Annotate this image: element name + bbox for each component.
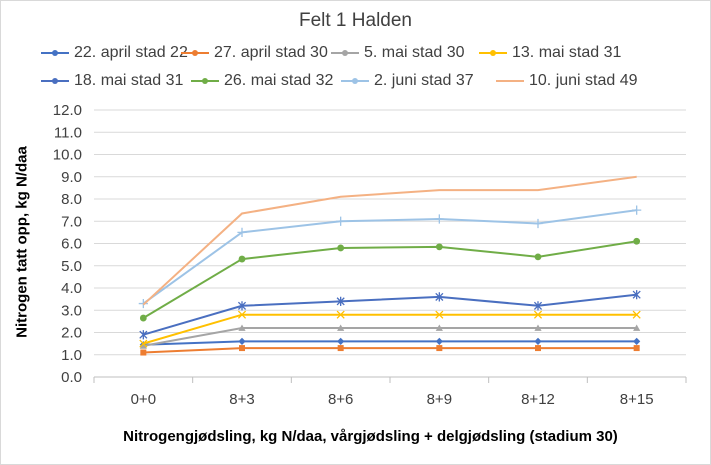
y-tick-label: 9.0 — [61, 169, 82, 186]
legend-item: 27. april stad 30 — [180, 44, 328, 62]
marker-square — [239, 345, 245, 352]
legend-item: 10. juni stad 49 — [495, 72, 638, 90]
marker-triangle — [337, 324, 345, 331]
marker-diamond — [633, 337, 641, 345]
x-tick-label: 8+6 — [328, 391, 353, 408]
legend-item: 22. april stad 22 — [40, 44, 188, 62]
marker-diamond — [435, 337, 443, 345]
x-tick-label: 8+9 — [427, 391, 452, 408]
marker-star — [237, 301, 247, 311]
marker-square — [140, 349, 147, 356]
marker-triangle — [139, 342, 147, 349]
series-line — [143, 347, 637, 354]
y-tick-label: 12.0 — [53, 102, 82, 119]
marker-square — [337, 345, 344, 352]
marker-circle — [633, 237, 641, 245]
legend-swatch — [341, 78, 369, 84]
marker-star — [533, 301, 543, 311]
marker-circle — [534, 253, 542, 261]
legend-swatch — [41, 78, 69, 84]
series-line — [142, 240, 637, 319]
legend-label: 18. mai stad 31 — [74, 72, 184, 89]
marker-x — [533, 310, 543, 319]
marker-diamond — [337, 337, 345, 345]
x-tick-label: 8+12 — [521, 391, 555, 408]
series-line — [143, 293, 637, 336]
marker-square — [535, 345, 541, 352]
y-tick-label: 7.0 — [61, 213, 82, 230]
marker-x — [139, 339, 148, 348]
marker-star — [632, 290, 641, 300]
marker-x — [632, 310, 641, 319]
marker-circle — [435, 243, 443, 251]
legend-label: 26. mai stad 32 — [224, 72, 334, 89]
marker-plus — [632, 205, 642, 215]
marker-circle — [139, 314, 147, 322]
y-tick-label: 0.0 — [61, 369, 82, 386]
legend-swatch — [181, 50, 209, 56]
chart-title: Felt 1 Halden — [298, 10, 412, 31]
marker-triangle — [534, 324, 542, 331]
x-tick-label: 8+3 — [229, 391, 254, 408]
marker-circle — [337, 244, 345, 252]
legend-label: 2. juni stad 37 — [374, 72, 474, 89]
series-line — [142, 175, 637, 306]
marker-x — [336, 310, 345, 319]
y-tick-label: 3.0 — [61, 302, 82, 319]
legend-swatch — [496, 80, 524, 82]
marker-circle — [238, 255, 246, 263]
marker-x — [435, 310, 444, 319]
legend-label: 5. mai stad 30 — [364, 44, 465, 61]
legend-item: 26. mai stad 32 — [190, 72, 333, 90]
y-tick-label: 8.0 — [61, 191, 82, 208]
marker-star — [435, 292, 444, 302]
marker-plus — [237, 227, 247, 237]
marker-plus — [336, 216, 346, 226]
y-tick-label: 2.0 — [61, 325, 82, 342]
series-line — [143, 340, 637, 346]
legend-item: 13. mai stad 31 — [478, 44, 621, 62]
y-tick-label: 10.0 — [53, 147, 82, 164]
legend-item: 2. juni stad 37 — [340, 72, 474, 90]
x-tick-label: 8+15 — [620, 391, 654, 408]
marker-plus — [434, 214, 444, 224]
x-axis-label: Nitrogengjødsling, kg N/daa, vårgjødslin… — [123, 428, 618, 445]
series-line — [143, 327, 637, 347]
marker-square — [633, 345, 640, 352]
legend-swatch — [191, 78, 219, 84]
legend-label: 22. april stad 22 — [74, 44, 188, 61]
marker-diamond — [238, 337, 246, 345]
marker-diamond — [534, 337, 542, 345]
y-tick-label: 5.0 — [61, 258, 82, 275]
marker-triangle — [435, 324, 443, 331]
x-tick-label: 0+0 — [131, 391, 156, 408]
marker-star — [139, 330, 148, 340]
legend-label: 27. april stad 30 — [214, 44, 328, 61]
legend-swatch — [331, 50, 359, 56]
marker-triangle — [238, 324, 246, 331]
y-tick-label: 6.0 — [61, 236, 82, 253]
marker-square — [436, 345, 443, 352]
legend-item: 18. mai stad 31 — [40, 72, 183, 90]
marker-star — [336, 296, 345, 306]
series-line — [142, 209, 637, 305]
legend-item: 5. mai stad 30 — [330, 44, 465, 62]
marker-x — [237, 310, 247, 319]
y-tick-label: 4.0 — [61, 280, 82, 297]
marker-plus — [533, 218, 543, 229]
legend-swatch — [479, 50, 507, 56]
legend-swatch — [41, 50, 69, 56]
legend-label: 10. juni stad 49 — [529, 72, 638, 89]
series-line — [143, 313, 637, 345]
marker-triangle — [633, 324, 641, 331]
legend-label: 13. mai stad 31 — [512, 44, 622, 61]
y-tick-label: 1.0 — [61, 347, 82, 364]
y-tick-label: 11.0 — [54, 124, 82, 141]
